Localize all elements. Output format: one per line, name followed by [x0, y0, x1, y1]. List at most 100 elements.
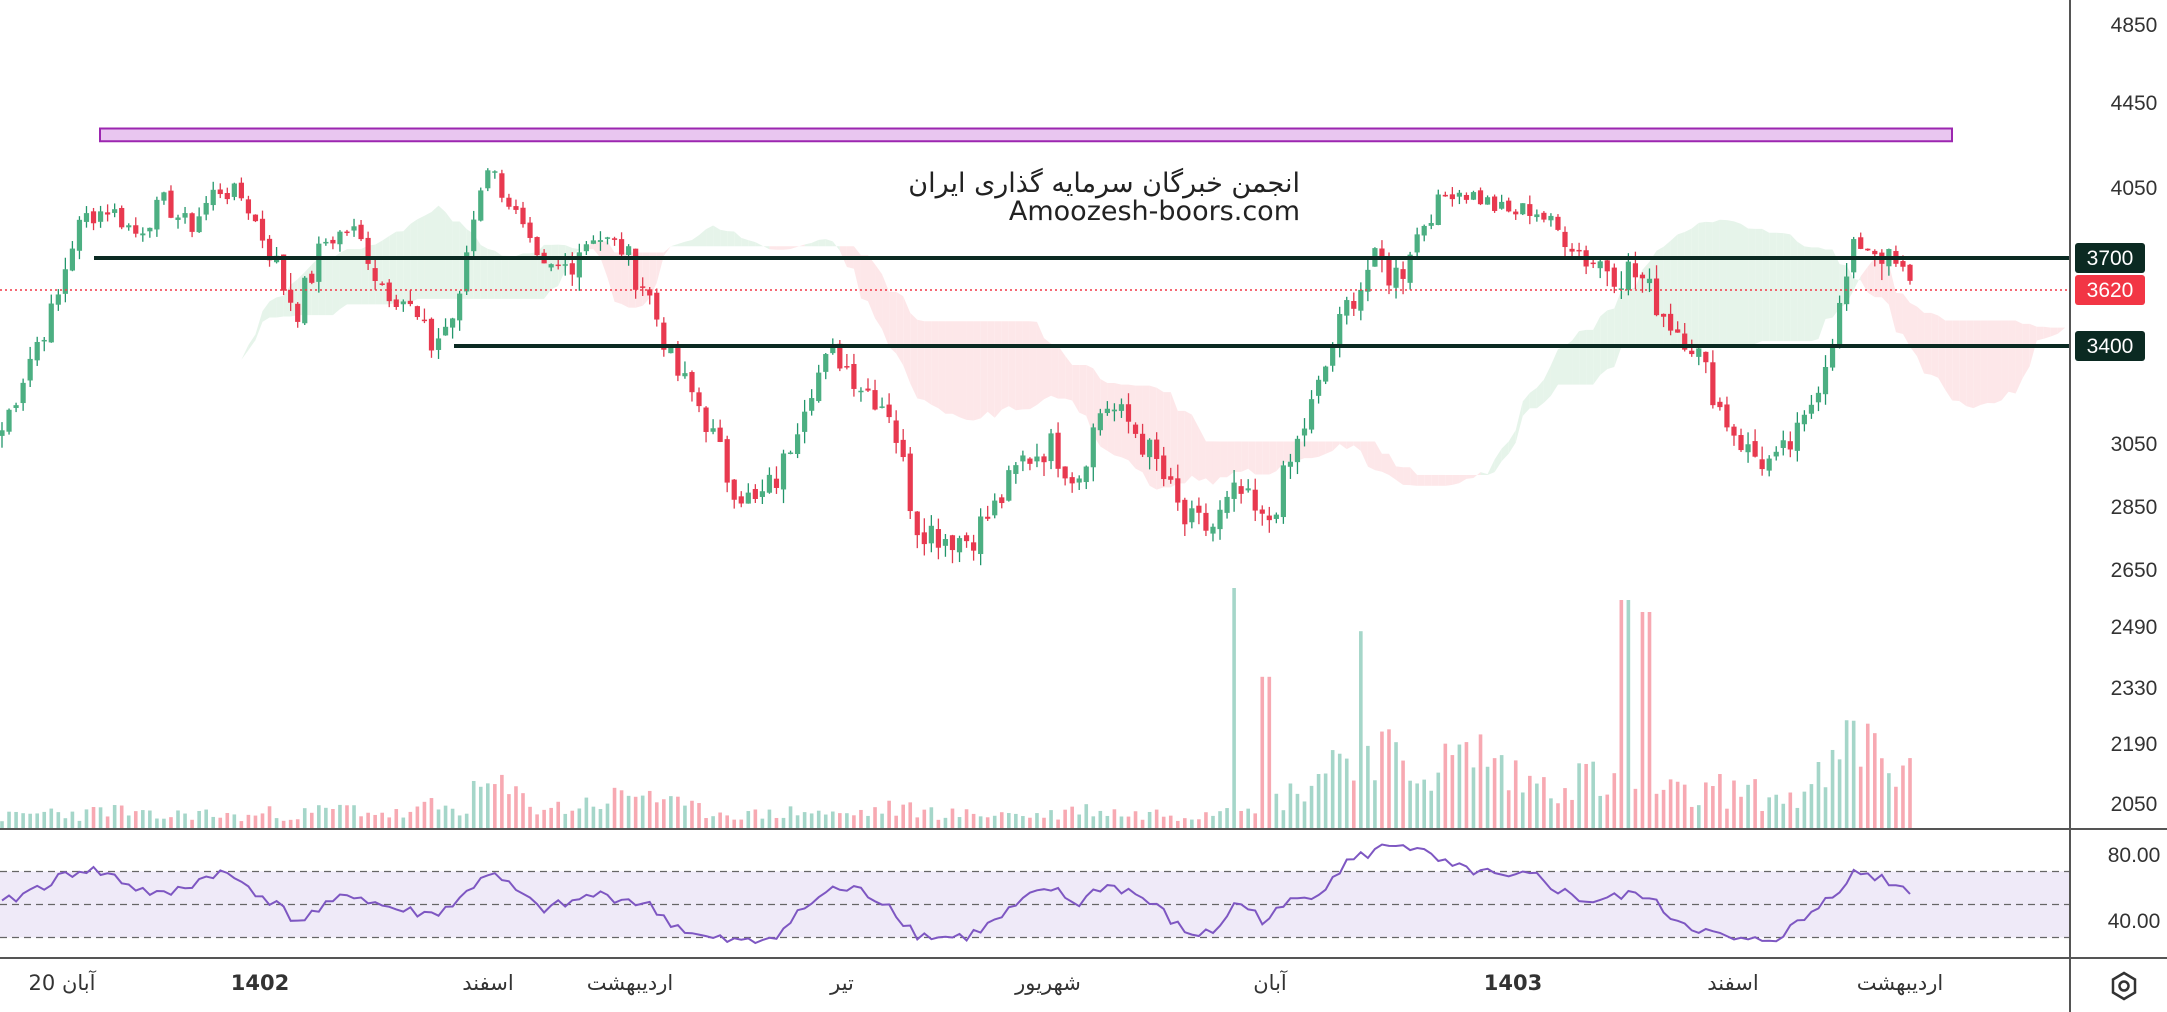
price-tick-label: 2330	[2111, 677, 2158, 700]
candle-body	[823, 354, 829, 372]
volume-bar	[936, 819, 941, 828]
volume-bar	[1823, 787, 1828, 828]
cloud-segment	[1557, 345, 1566, 385]
candle-body	[576, 252, 582, 278]
candle-body	[1365, 269, 1371, 292]
candle-body	[569, 263, 575, 275]
cloud-segment	[621, 252, 629, 308]
candle-body	[386, 282, 392, 302]
resistance-zone-rect[interactable]	[99, 127, 1953, 143]
candle-body	[309, 273, 315, 283]
volume-bar	[1844, 720, 1849, 828]
candle-body	[1210, 526, 1216, 534]
price-tag-current-bg	[2075, 275, 2145, 305]
volume-bar	[1612, 773, 1617, 828]
candle-body	[942, 539, 949, 546]
volume-bar	[1422, 779, 1426, 828]
candle-body	[1386, 258, 1392, 286]
volume-bar	[133, 811, 138, 828]
cloud-segment	[1487, 459, 1495, 475]
volume-bar	[1598, 795, 1603, 828]
candle-body	[879, 406, 885, 408]
candle-body	[1301, 428, 1308, 436]
candle-body	[640, 286, 646, 288]
candle-body	[1287, 461, 1294, 467]
volume-bar	[1323, 773, 1328, 828]
volume-bar	[676, 796, 680, 828]
candle-body	[724, 439, 730, 483]
candle-body	[583, 244, 589, 252]
volume-bar	[1344, 758, 1349, 828]
cloud-segment	[1410, 467, 1418, 486]
candle-body	[1513, 211, 1519, 215]
chart-settings-button[interactable]	[2107, 969, 2141, 1003]
volume-bar	[1746, 784, 1750, 828]
cloud-segment	[1255, 441, 1263, 475]
watermark: انجمن خبرگان سرمایه گذاری ایران Amoozesh…	[908, 167, 1300, 227]
volume-bar	[1661, 789, 1666, 828]
cloud-segment	[1029, 321, 1037, 410]
volume-bar	[35, 813, 40, 828]
candle-body	[999, 497, 1005, 504]
cloud-segment	[1910, 302, 1918, 357]
candle-body	[1182, 499, 1188, 525]
volume-bar	[887, 800, 891, 828]
price-axis[interactable]: 4850 4450 4050 3050 2850 2650 2490 2330 2190 2050…	[2075, 14, 2160, 933]
cloud-segment	[783, 246, 791, 250]
cloud-segment	[994, 321, 1002, 418]
candle-body	[935, 529, 941, 548]
cloud-segment	[508, 255, 516, 299]
candle-body	[1435, 194, 1441, 225]
candle-body	[809, 398, 815, 411]
cloud-segment	[1994, 320, 2002, 404]
volume-bar	[1443, 743, 1448, 828]
volume-bar	[63, 818, 68, 828]
volume-bar	[443, 805, 448, 828]
cloud-segment	[1741, 223, 1749, 346]
time-label: شهریور	[1014, 971, 1081, 995]
candle-body	[1569, 248, 1575, 252]
cloud-segment	[346, 249, 355, 305]
candle-body	[147, 227, 153, 232]
candle-body	[428, 318, 435, 351]
candle-body	[323, 241, 329, 244]
cloud-segment	[748, 240, 756, 247]
cloud-segment	[424, 212, 432, 299]
price-tick-label: 2050	[2111, 793, 2158, 816]
candle-body	[654, 292, 660, 320]
volume-bar	[42, 811, 47, 828]
volume-bar	[1401, 760, 1405, 828]
volume-bar	[1492, 758, 1497, 828]
candle-body	[41, 339, 47, 342]
volume-bar	[838, 813, 842, 828]
candle-body	[548, 264, 554, 268]
volume-bar	[760, 818, 765, 828]
cloud-segment	[1424, 474, 1432, 486]
settings-hexagon-icon[interactable]	[2111, 971, 2137, 1001]
resistance-zone	[99, 127, 1953, 143]
candle-body	[1534, 214, 1540, 218]
volume-bar	[1542, 777, 1546, 828]
candle-body	[907, 453, 913, 512]
candle-body	[1132, 424, 1139, 434]
volume-bar	[845, 813, 849, 828]
candle-body	[1815, 392, 1822, 403]
volume-bar	[317, 805, 321, 828]
candle-body	[344, 231, 350, 234]
cloud-segment	[1586, 329, 1594, 385]
cloud-segment	[1459, 474, 1467, 484]
cloud-segment	[882, 274, 890, 347]
candle-body	[1618, 288, 1624, 290]
cloud-segment	[1403, 467, 1411, 486]
cloud-segment	[734, 231, 742, 247]
candle-body	[217, 189, 223, 195]
candle-body	[1682, 333, 1688, 350]
candle-body	[506, 197, 512, 207]
cloud-segment	[1600, 310, 1608, 375]
time-axis[interactable]: 20 آبان 1402 اسفند اردیبهشت تیر شهریور آبان 140…	[29, 970, 1944, 995]
cloud-segment	[501, 255, 509, 299]
candle-body	[1308, 399, 1315, 430]
volume-bar	[1035, 813, 1039, 828]
cloud-segment	[699, 229, 707, 247]
